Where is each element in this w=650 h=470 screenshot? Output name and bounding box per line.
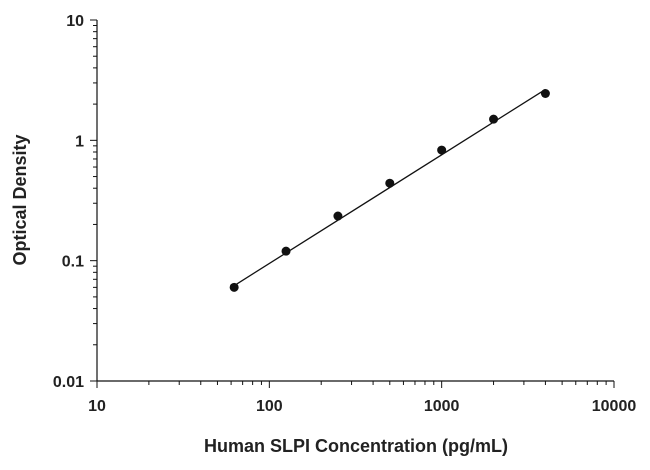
x-tick-label: 1000	[424, 398, 460, 415]
data-point	[540, 89, 550, 99]
x-tick-label: 10000	[592, 398, 637, 415]
x-tick-label: 100	[256, 398, 283, 415]
x-axis-title: Human SLPI Concentration (pg/mL)	[204, 436, 508, 456]
data-point	[385, 178, 395, 188]
data-points	[229, 89, 550, 292]
data-point	[489, 114, 499, 124]
y-tick-label: 10	[66, 13, 84, 30]
data-point	[333, 211, 343, 221]
y-tick-label: 1	[75, 133, 84, 150]
y-tick-label: 0.1	[62, 254, 84, 271]
x-tick-label: 10	[88, 398, 106, 415]
y-tick-label: 0.01	[53, 374, 84, 391]
data-point	[281, 246, 291, 256]
data-point	[229, 282, 239, 292]
axes	[96, 20, 614, 382]
y-axis-title: Optical Density	[10, 134, 30, 265]
data-point	[437, 145, 447, 155]
tick-labels: 10 100 1000 10000 0.01 0.1 1 10	[53, 13, 636, 415]
ticks	[90, 19, 615, 388]
